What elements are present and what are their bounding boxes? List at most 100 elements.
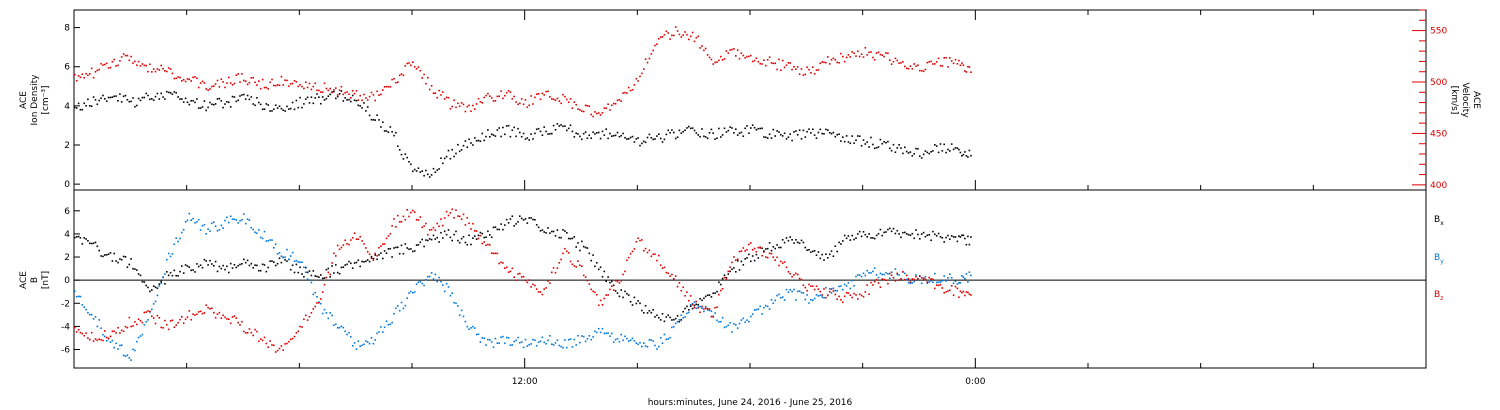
data-point bbox=[320, 302, 322, 305]
data-point bbox=[496, 252, 499, 255]
data-point bbox=[674, 137, 677, 140]
data-point bbox=[633, 141, 636, 143]
data-point bbox=[184, 318, 187, 321]
data-point bbox=[858, 230, 861, 233]
data-point bbox=[949, 57, 951, 59]
data-point bbox=[877, 282, 880, 284]
data-point bbox=[537, 226, 540, 229]
data-point bbox=[438, 89, 440, 92]
data-point bbox=[753, 59, 756, 62]
data-point bbox=[520, 276, 523, 278]
data-point bbox=[355, 90, 358, 92]
data-point bbox=[380, 326, 382, 328]
data-point bbox=[136, 64, 138, 66]
data-point bbox=[626, 138, 628, 140]
data-point bbox=[866, 54, 868, 56]
data-point bbox=[624, 91, 626, 94]
data-point bbox=[376, 114, 378, 116]
data-point bbox=[892, 60, 895, 63]
data-point bbox=[314, 291, 316, 294]
data-point bbox=[338, 93, 341, 95]
data-point bbox=[541, 336, 544, 339]
data-point bbox=[92, 242, 95, 244]
data-point bbox=[609, 335, 611, 337]
data-point bbox=[671, 129, 673, 131]
data-point bbox=[631, 135, 634, 138]
data-point bbox=[582, 335, 585, 338]
data-point bbox=[962, 153, 965, 156]
data-point bbox=[678, 282, 681, 284]
data-point bbox=[273, 261, 275, 263]
data-point bbox=[686, 127, 688, 129]
data-point bbox=[239, 219, 241, 222]
data-point bbox=[905, 150, 908, 153]
data-point bbox=[913, 153, 915, 155]
data-point bbox=[663, 138, 666, 141]
data-point bbox=[205, 233, 207, 235]
data-point bbox=[581, 138, 583, 141]
data-point bbox=[211, 85, 213, 88]
data-point bbox=[89, 313, 91, 316]
data-point bbox=[659, 36, 662, 39]
data-point bbox=[474, 230, 476, 232]
data-point bbox=[935, 145, 938, 147]
data-point bbox=[614, 134, 617, 137]
data-point bbox=[179, 76, 181, 79]
data-point bbox=[825, 286, 827, 289]
data-point bbox=[130, 359, 132, 361]
data-point bbox=[836, 133, 838, 136]
data-point bbox=[765, 136, 767, 139]
data-point bbox=[363, 93, 365, 96]
data-point bbox=[759, 127, 761, 130]
data-point bbox=[582, 110, 585, 113]
data-point bbox=[96, 325, 99, 328]
data-point bbox=[742, 54, 745, 57]
data-point bbox=[229, 322, 232, 325]
data-point bbox=[528, 279, 530, 281]
data-point bbox=[597, 304, 600, 307]
data-point bbox=[323, 99, 326, 101]
data-point bbox=[823, 297, 825, 299]
data-point bbox=[870, 272, 872, 274]
data-point bbox=[614, 338, 617, 341]
data-point bbox=[331, 262, 333, 264]
data-point bbox=[175, 77, 177, 80]
data-point bbox=[774, 247, 776, 250]
data-point bbox=[385, 85, 388, 88]
data-point bbox=[885, 231, 887, 233]
data-point bbox=[904, 146, 906, 149]
data-point bbox=[479, 341, 482, 343]
data-point bbox=[889, 59, 891, 61]
data-point bbox=[733, 256, 735, 258]
data-point bbox=[351, 237, 354, 239]
data-point bbox=[785, 266, 788, 269]
data-point bbox=[136, 104, 138, 107]
data-point bbox=[406, 156, 408, 159]
data-point bbox=[842, 288, 844, 291]
data-point bbox=[890, 230, 893, 233]
data-point bbox=[141, 63, 144, 65]
data-point bbox=[359, 235, 361, 238]
data-point bbox=[105, 100, 108, 102]
data-point bbox=[321, 91, 324, 93]
data-point bbox=[710, 315, 713, 318]
data-point bbox=[526, 281, 529, 284]
data-point bbox=[288, 258, 290, 261]
data-point bbox=[701, 299, 703, 302]
data-point bbox=[305, 314, 307, 317]
data-point bbox=[970, 294, 972, 296]
data-point bbox=[323, 277, 326, 279]
data-point bbox=[160, 282, 162, 285]
data-point bbox=[566, 346, 568, 349]
data-point bbox=[768, 242, 771, 244]
data-point bbox=[181, 265, 183, 267]
data-point bbox=[770, 299, 773, 301]
data-point bbox=[197, 311, 200, 313]
data-point bbox=[85, 72, 87, 75]
data-point bbox=[562, 93, 564, 96]
data-point bbox=[74, 236, 76, 239]
data-point bbox=[190, 100, 192, 102]
data-point bbox=[156, 68, 159, 70]
data-point bbox=[862, 295, 865, 298]
data-point bbox=[115, 95, 117, 97]
